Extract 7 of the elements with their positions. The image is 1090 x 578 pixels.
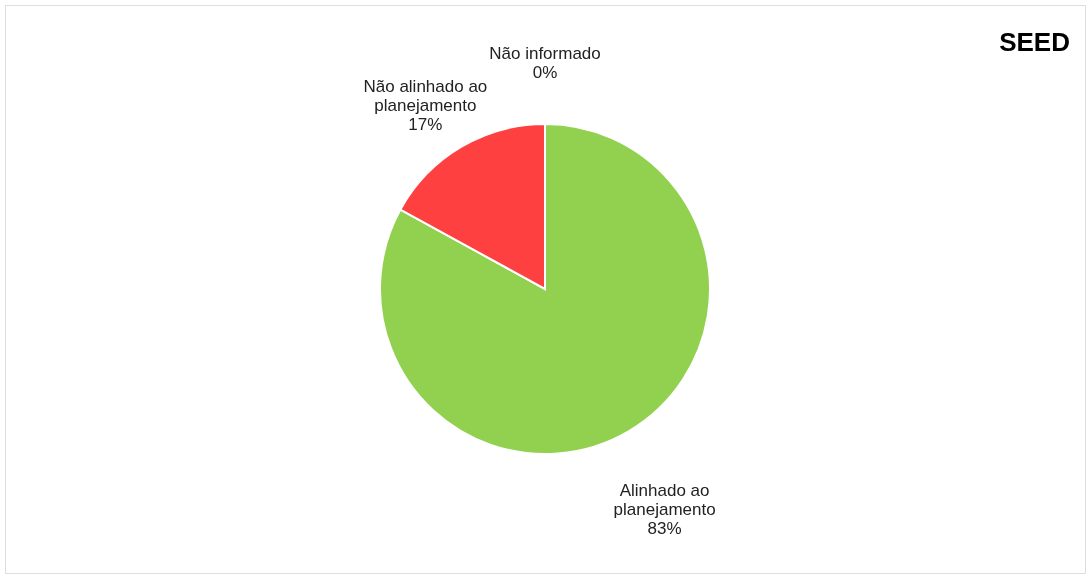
data-label: 17% (408, 114, 443, 134)
slice-label: Alinhado ao planejamento (613, 481, 716, 520)
text: 0% (532, 63, 558, 82)
category-label: Não informado (489, 44, 601, 63)
text: SEED (999, 27, 1070, 57)
data-label: 83% (647, 519, 682, 539)
slice-label: Não alinhado ao planejamento (363, 76, 488, 115)
